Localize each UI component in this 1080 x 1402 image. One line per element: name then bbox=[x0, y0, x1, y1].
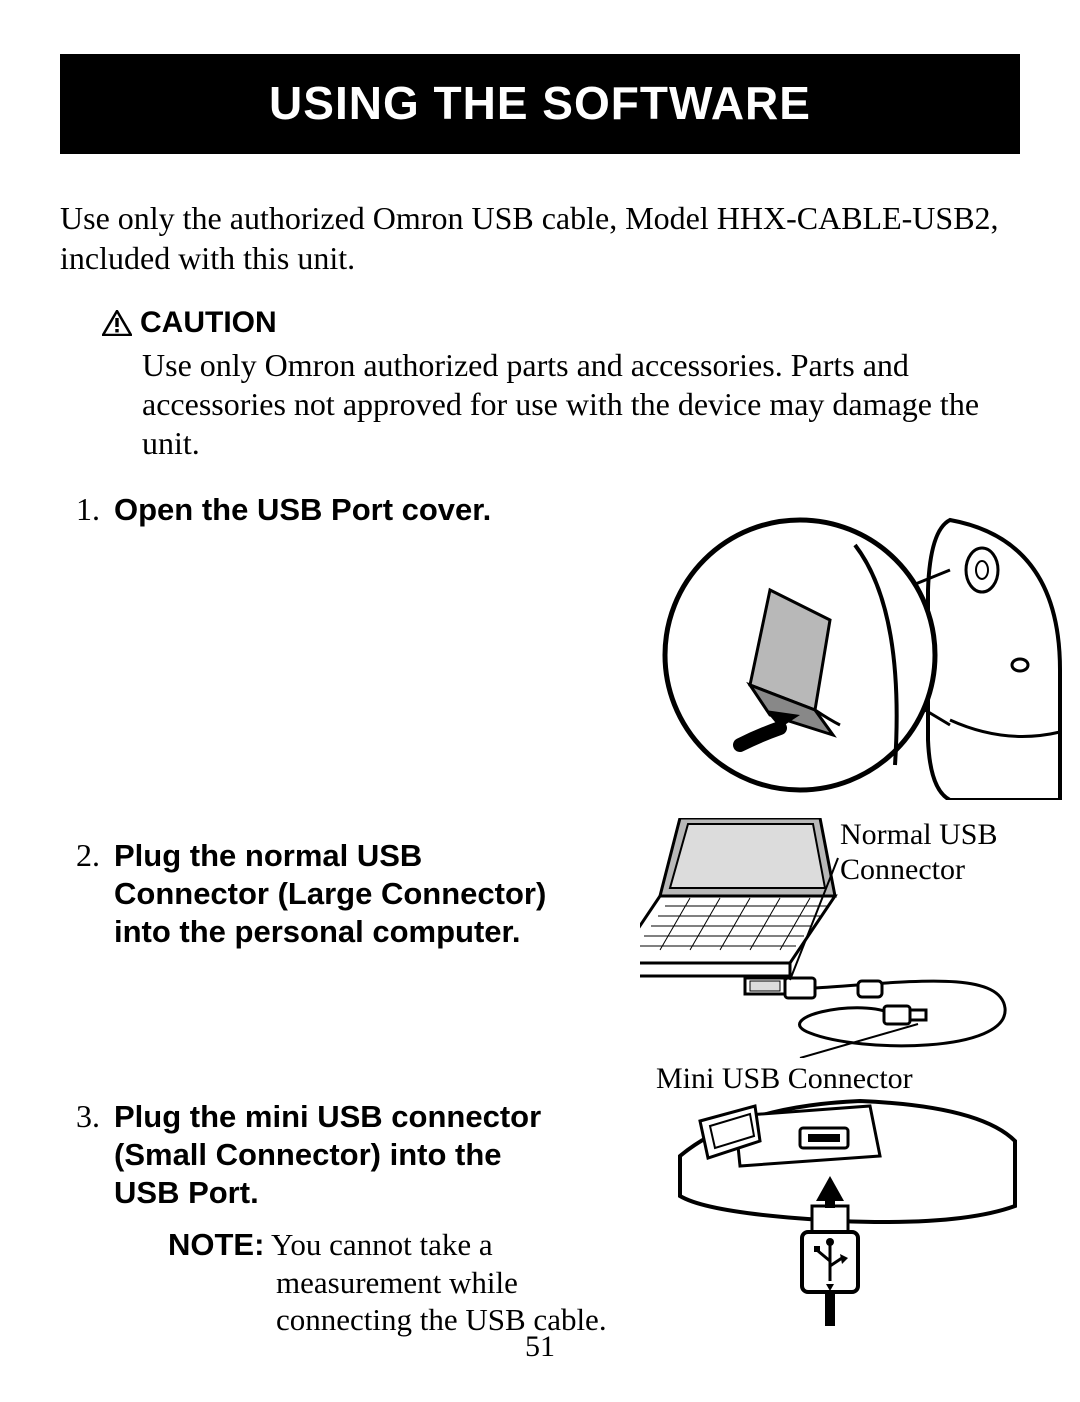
note-label: NOTE: bbox=[168, 1227, 264, 1262]
section-title: USING THE SOFTWARE bbox=[60, 76, 1020, 130]
caution-label: CAUTION bbox=[140, 306, 277, 340]
note-line1: You cannot take a bbox=[264, 1227, 492, 1262]
figure-laptop-cable bbox=[640, 818, 1030, 1058]
step-1-text: Open the USB Port cover. bbox=[114, 491, 491, 529]
step-2-text: Plug the normal USB Connector (Large Con… bbox=[114, 837, 584, 950]
warning-icon bbox=[102, 310, 132, 336]
step-3-note: NOTE: You cannot take a measurement whil… bbox=[168, 1226, 607, 1339]
page-number: 51 bbox=[0, 1330, 1080, 1364]
section-header: USING THE SOFTWARE bbox=[60, 54, 1020, 154]
step-3-text: Plug the mini USB connector (Small Conne… bbox=[114, 1098, 544, 1211]
caution-heading: CAUTION bbox=[102, 306, 1020, 340]
caution-body: Use only Omron authorized parts and acce… bbox=[142, 346, 1010, 463]
figure-mini-usb-port bbox=[660, 1086, 1020, 1326]
note-line2: measurement while bbox=[276, 1264, 607, 1302]
step-1-number: 1. bbox=[60, 491, 100, 528]
step-3-number: 3. bbox=[60, 1098, 100, 1135]
step-2-number: 2. bbox=[60, 837, 100, 874]
figure-usb-port-cover bbox=[650, 510, 1070, 800]
intro-paragraph: Use only the authorized Omron USB cable,… bbox=[60, 198, 1020, 278]
